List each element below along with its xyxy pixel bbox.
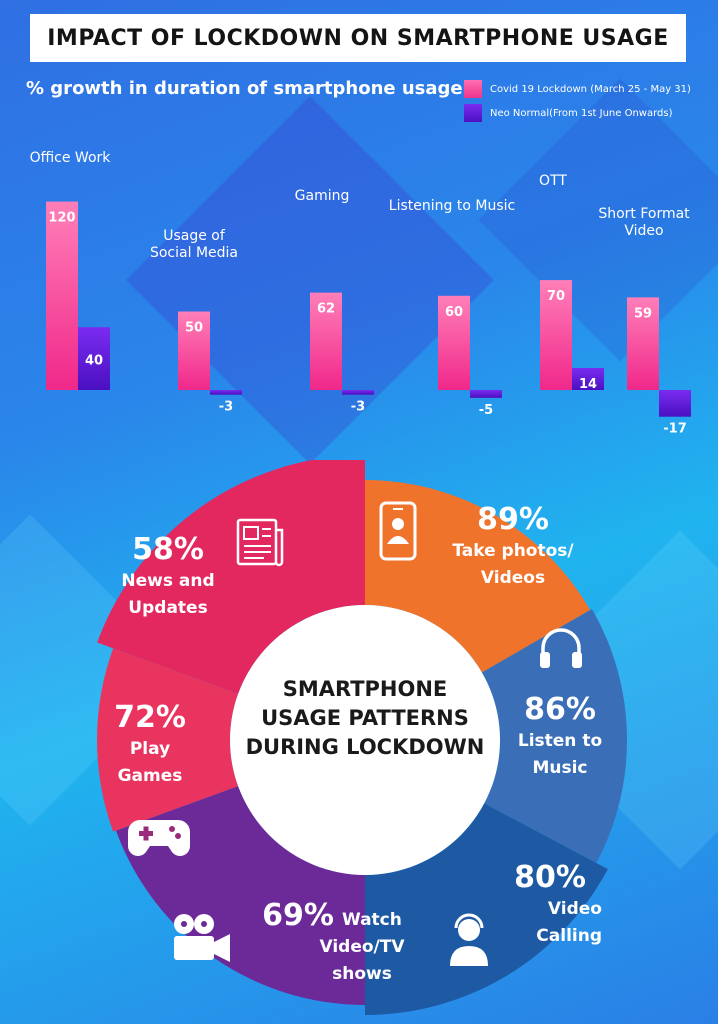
segment-text: Play <box>129 739 171 759</box>
value-label-neo-normal: 14 <box>579 377 597 392</box>
segment-text: Calling <box>536 926 602 946</box>
center-title-line: SMARTPHONE <box>282 677 448 701</box>
legend-label-lockdown: Covid 19 Lockdown (March 25 - May 31) <box>490 83 691 95</box>
value-label-lockdown: 120 <box>48 211 75 226</box>
segment-photos: 89% Take photos/ Videos <box>438 502 588 592</box>
bar-neo-normal <box>572 368 604 390</box>
center-title-line: DURING LOCKDOWN <box>245 735 485 759</box>
segment-watch-video: 69% Watch Video/TV shows <box>232 898 432 988</box>
legend-item-neo-normal: Neo Normal(From 1st June Onwards) <box>464 104 673 122</box>
donut-center-circle <box>230 605 500 875</box>
segment-text: Updates <box>128 598 208 618</box>
value-label-neo-normal: 40 <box>85 354 103 369</box>
bar-neo-normal <box>342 390 374 395</box>
value-label-lockdown: 70 <box>547 289 565 304</box>
segment-pct: 58% <box>132 532 204 567</box>
segment-news: 58% News and Updates <box>108 532 228 622</box>
bar-lockdown <box>178 311 210 390</box>
title-banner: IMPACT OF LOCKDOWN ON SMARTPHONE USAGE <box>30 14 686 62</box>
value-label-neo-normal: -17 <box>663 422 687 437</box>
bar-lockdown <box>310 292 342 390</box>
gamepad-icon <box>128 820 190 856</box>
segment-play-games: 72% Play Games <box>100 700 200 790</box>
segment-pct: 72% <box>114 700 186 735</box>
value-label-lockdown: 62 <box>317 302 335 317</box>
donut-center-title: SMARTPHONE USAGE PATTERNS DURING LOCKDOW… <box>230 675 500 762</box>
segment-pct: 89% <box>477 502 549 537</box>
category-label: Office Work <box>30 150 112 166</box>
segment-text: Take photos/ <box>452 541 574 561</box>
bar-chart: Office Work 120 40 Usage of Social Media 50 -3… <box>30 150 691 437</box>
legend-swatch-lockdown <box>464 80 482 98</box>
donut-segment <box>365 480 591 673</box>
value-label-neo-normal: -3 <box>219 400 233 415</box>
value-label-lockdown: 50 <box>185 321 203 336</box>
headset-user-icon <box>450 913 488 966</box>
segment-text: Watch <box>341 910 402 930</box>
value-label-lockdown: 60 <box>445 305 463 320</box>
segment-video-calling: 80% Video Calling <box>490 860 610 950</box>
legend-item-lockdown: Covid 19 Lockdown (March 25 - May 31) <box>464 80 691 98</box>
bar-neo-normal <box>659 390 691 417</box>
bar-neo-normal <box>470 390 502 398</box>
bar-lockdown <box>46 201 78 390</box>
donut-segment <box>481 609 627 864</box>
donut-segment <box>96 648 239 832</box>
center-title-line: USAGE PATTERNS <box>261 706 469 730</box>
bar-neo-normal <box>78 327 110 390</box>
movie-camera-icon <box>174 914 230 962</box>
donut-segment <box>365 803 608 1015</box>
legend-swatch-neo-normal <box>464 104 482 122</box>
category-label: Gaming <box>295 188 350 204</box>
segment-text: News and <box>121 571 215 591</box>
bar-lockdown <box>438 295 470 390</box>
category-label: Usage of Social Media <box>150 228 238 261</box>
donut-segment <box>97 460 365 694</box>
category-label: OTT <box>539 173 567 189</box>
selfie-phone-icon <box>379 501 417 561</box>
segment-text: shows <box>332 964 392 984</box>
segment-text: Listen to <box>517 731 603 751</box>
value-label-lockdown: 59 <box>634 306 652 321</box>
segment-text: Videos <box>480 568 546 588</box>
segment-pct: 69% <box>262 898 334 933</box>
legend-label-neo-normal: Neo Normal(From 1st June Onwards) <box>490 107 673 119</box>
value-label-neo-normal: -3 <box>351 400 365 415</box>
bar-lockdown <box>540 280 572 390</box>
chart-subtitle: % growth in duration of smartphone usage <box>26 78 463 99</box>
bar-lockdown <box>627 297 659 390</box>
segment-text: Games <box>117 766 183 786</box>
segment-text: Video/TV <box>319 937 405 957</box>
segment-text: Video <box>547 899 602 919</box>
segment-pct: 86% <box>524 692 596 727</box>
category-label: Listening to Music <box>389 198 515 214</box>
headphones-icon <box>540 628 582 668</box>
newspaper-icon <box>236 518 284 567</box>
value-label-neo-normal: -5 <box>479 403 493 418</box>
segment-pct: 80% <box>514 860 586 895</box>
segment-music: 86% Listen to Music <box>505 692 615 782</box>
segment-text: Music <box>532 758 588 778</box>
category-label: Short Format Video <box>598 206 690 239</box>
bar-neo-normal <box>210 390 242 395</box>
page-title: IMPACT OF LOCKDOWN ON SMARTPHONE USAGE <box>47 25 669 51</box>
